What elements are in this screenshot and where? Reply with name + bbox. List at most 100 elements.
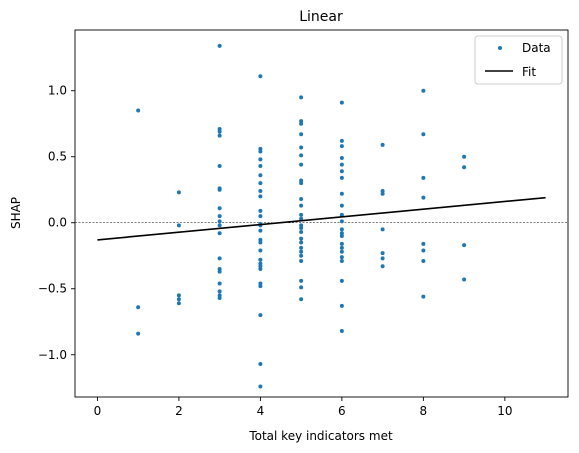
data-point-74 — [299, 259, 304, 264]
data-point-68 — [299, 229, 304, 234]
data-points — [136, 43, 467, 389]
data-point-11 — [217, 133, 222, 138]
data-point-79 — [339, 138, 344, 143]
fit-line — [97, 196, 546, 241]
data-point-94 — [339, 249, 344, 254]
data-point-55 — [299, 121, 304, 126]
data-point-92 — [339, 241, 344, 246]
x-axis: 0 2 4 6 8 10 — [94, 397, 512, 418]
data-point-64 — [299, 212, 304, 217]
y-axis-label: SHAP — [9, 197, 23, 229]
data-point-8 — [217, 43, 222, 48]
data-point-63 — [299, 203, 304, 208]
data-point-113 — [421, 259, 426, 264]
x-tick-label-1: 2 — [175, 404, 183, 418]
data-point-76 — [299, 285, 304, 290]
data-point-88 — [339, 219, 344, 224]
data-point-20 — [217, 256, 222, 261]
data-point-24 — [217, 289, 222, 294]
data-point-57 — [299, 145, 304, 150]
data-point-102 — [380, 191, 385, 196]
data-point-12 — [217, 163, 222, 168]
data-point-115 — [462, 154, 467, 159]
data-point-107 — [421, 88, 426, 93]
data-point-86 — [339, 203, 344, 208]
data-point-110 — [421, 195, 426, 200]
data-point-118 — [462, 277, 467, 282]
data-point-10 — [217, 129, 222, 134]
data-point-35 — [258, 194, 263, 199]
data-point-34 — [258, 189, 263, 194]
data-point-84 — [339, 175, 344, 180]
legend-marker-data — [498, 46, 502, 50]
data-point-17 — [217, 219, 222, 224]
data-point-95 — [339, 255, 344, 260]
y-tick-label-3: 0.5 — [48, 150, 67, 164]
data-point-7 — [176, 301, 181, 306]
data-point-93 — [339, 245, 344, 250]
data-point-50 — [258, 313, 263, 318]
data-point-77 — [299, 297, 304, 302]
data-point-47 — [258, 266, 263, 271]
data-point-51 — [258, 361, 263, 366]
data-point-22 — [217, 269, 222, 274]
data-point-96 — [339, 259, 344, 264]
data-point-106 — [380, 264, 385, 269]
data-point-58 — [299, 153, 304, 158]
y-axis: −1.0 −0.5 0.0 0.5 1.0 — [38, 84, 75, 362]
data-point-52 — [258, 384, 263, 389]
data-point-70 — [299, 240, 304, 245]
plot-frame — [74, 29, 569, 398]
y-tick-label-0: −1.0 — [38, 348, 67, 362]
legend-box — [474, 35, 563, 85]
data-point-99 — [339, 328, 344, 333]
data-point-6 — [176, 297, 181, 302]
data-point-49 — [258, 284, 263, 289]
y-tick-label-1: −0.5 — [38, 282, 67, 296]
data-point-78 — [339, 100, 344, 105]
data-point-81 — [339, 156, 344, 161]
data-point-31 — [258, 163, 263, 168]
data-point-32 — [258, 173, 263, 178]
data-point-100 — [380, 142, 385, 147]
x-tick-label-3: 6 — [338, 404, 346, 418]
data-point-108 — [421, 132, 426, 137]
data-point-23 — [217, 281, 222, 286]
data-point-89 — [339, 227, 344, 232]
data-point-44 — [258, 257, 263, 262]
data-point-82 — [339, 162, 344, 167]
legend-label-data: Data — [522, 41, 551, 55]
data-point-1 — [136, 305, 141, 310]
data-point-97 — [339, 278, 344, 283]
data-point-43 — [258, 248, 263, 253]
x-tick-label-0: 0 — [94, 404, 102, 418]
data-point-16 — [217, 214, 222, 219]
data-point-80 — [339, 144, 344, 149]
data-point-27 — [258, 74, 263, 79]
data-point-72 — [299, 249, 304, 254]
data-point-18 — [217, 223, 222, 228]
data-point-2 — [136, 331, 141, 336]
y-tick-label-2: 0.0 — [48, 216, 67, 230]
data-point-71 — [299, 245, 304, 250]
data-point-116 — [462, 165, 467, 170]
data-point-37 — [258, 214, 263, 219]
data-point-33 — [258, 181, 263, 186]
data-point-85 — [339, 191, 344, 196]
data-point-117 — [462, 243, 467, 248]
data-point-5 — [176, 293, 181, 298]
data-point-62 — [299, 196, 304, 201]
data-point-36 — [258, 208, 263, 213]
data-point-29 — [258, 149, 263, 154]
data-point-73 — [299, 253, 304, 258]
data-point-0 — [136, 108, 141, 113]
data-point-4 — [176, 223, 181, 228]
data-point-69 — [299, 236, 304, 241]
data-point-114 — [421, 294, 426, 299]
data-point-83 — [339, 169, 344, 174]
data-point-104 — [380, 251, 385, 256]
data-point-56 — [299, 132, 304, 137]
data-point-112 — [421, 248, 426, 253]
data-point-105 — [380, 256, 385, 261]
plot-area — [74, 29, 569, 398]
